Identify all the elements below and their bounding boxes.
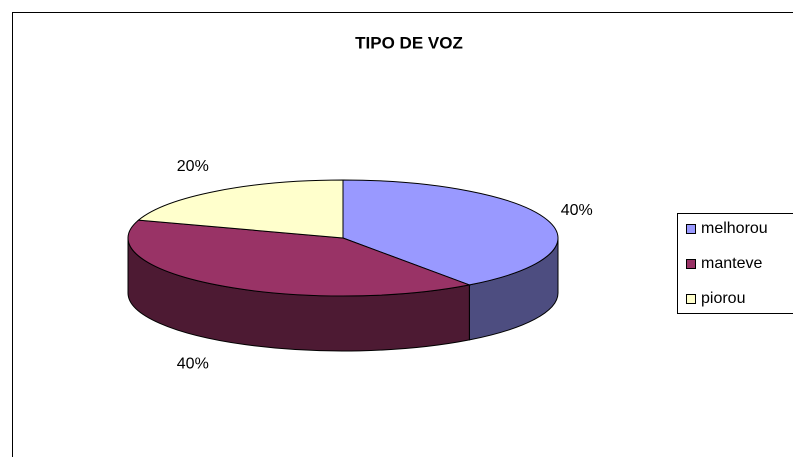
chart-title: TIPO DE VOZ [355,33,463,52]
data-label: 20% [177,158,209,175]
legend-label: piorou [701,290,745,307]
pie-slice [127,219,472,297]
legend-swatch [686,294,696,304]
legend-label: melhorou [701,220,768,237]
data-label: 40% [177,355,209,372]
pie-slice [137,179,344,239]
pie-slice [342,179,559,286]
legend-swatch [686,224,696,234]
legend-label: manteve [701,255,762,272]
legend-box [677,213,793,314]
data-label: 40% [561,202,593,219]
legend-swatch [686,259,696,269]
